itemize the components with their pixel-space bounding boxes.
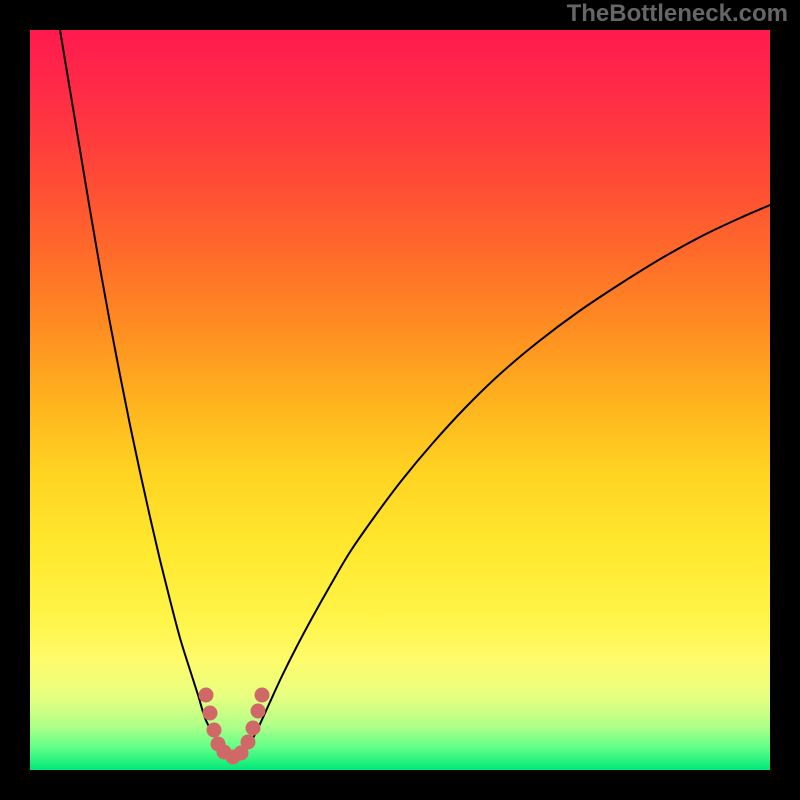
- data-marker: [251, 704, 266, 719]
- data-marker: [199, 688, 214, 703]
- data-marker: [203, 706, 218, 721]
- chart-frame: [30, 30, 770, 770]
- data-marker: [255, 688, 270, 703]
- watermark-text: TheBottleneck.com: [567, 0, 788, 28]
- data-marker: [241, 735, 256, 750]
- chart-svg: [30, 30, 770, 770]
- gradient-background: [30, 30, 770, 770]
- data-marker: [207, 723, 222, 738]
- data-marker: [246, 721, 261, 736]
